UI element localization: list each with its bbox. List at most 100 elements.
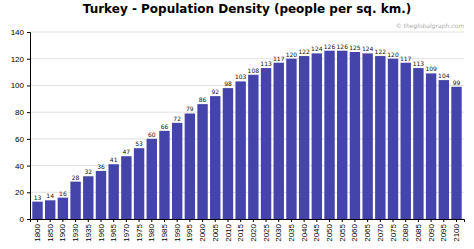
x-tick-mark (177, 219, 178, 222)
data-label: 14 (46, 192, 54, 199)
x-tick: 1980 (147, 219, 156, 242)
x-tick: 1965 (109, 219, 118, 242)
y-tick-label: 140 (11, 28, 25, 37)
x-tick: 2090 (427, 219, 436, 242)
x-tick-label: 1970 (122, 223, 131, 241)
x-tick-mark (431, 219, 432, 222)
plot: 0204060801001201401800185019001930193519… (11, 28, 465, 242)
x-tick: 1970 (122, 219, 131, 242)
data-label: 126 (337, 43, 349, 50)
bar (324, 51, 334, 219)
bar (58, 198, 68, 219)
bar (108, 164, 118, 219)
data-label: 86 (199, 96, 207, 103)
x-tick-mark (126, 219, 127, 222)
chart: 0204060801001201401800185019001930193519… (0, 0, 474, 249)
data-labels: 1314162832364147536066727986929810310811… (34, 43, 461, 201)
x-tick: 2010 (224, 219, 233, 242)
x-tick: 1995 (185, 219, 194, 242)
x-tick: 1990 (173, 219, 182, 242)
x-tick: 1975 (135, 219, 144, 242)
x-tick: 2040 (300, 219, 309, 242)
data-label: 103 (235, 73, 247, 80)
x-tick-mark (151, 219, 152, 222)
y-tick-mark (27, 32, 30, 33)
x-tick-mark (88, 219, 89, 222)
y-tick: 80 (15, 108, 30, 117)
x-tick: 2095 (439, 219, 448, 242)
x-tick-mark (278, 219, 279, 222)
bar (274, 63, 284, 219)
bar (235, 81, 245, 219)
x-tick: 2065 (363, 219, 372, 242)
x-tick-label: 1960 (97, 223, 106, 241)
y-tick-label: 80 (15, 108, 24, 117)
grid (30, 32, 464, 219)
y-tick-mark (27, 219, 30, 220)
x-tick-label: 1850 (46, 223, 55, 241)
bar (413, 68, 423, 219)
x-tick-label: 1985 (160, 223, 169, 241)
x-tick-label: 2010 (224, 223, 233, 241)
bar (388, 59, 398, 219)
x-tick-mark (113, 219, 114, 222)
x-tick-mark (215, 219, 216, 222)
x-tick: 1850 (46, 219, 55, 242)
bar (32, 202, 42, 219)
x-tick-label: 2060 (350, 223, 359, 241)
grid-line (30, 138, 464, 139)
y-tick-label: 120 (11, 55, 25, 64)
x-tick-label: 2005 (211, 223, 220, 241)
y-tick-mark (27, 166, 30, 167)
bar (426, 73, 436, 219)
x-tick: 2050 (325, 219, 334, 242)
x-tick-label: 1990 (173, 223, 182, 241)
x-tick-mark (75, 219, 76, 222)
x-tick-label: 1975 (135, 223, 144, 241)
x-tick-mark (62, 219, 63, 222)
x-tick-mark (164, 219, 165, 222)
x-tick-label: 2055 (338, 223, 347, 241)
x-tick-label: 2075 (389, 223, 398, 241)
data-label: 124 (362, 45, 374, 52)
bar (223, 88, 233, 219)
x-tick: 1985 (160, 219, 169, 242)
watermark: © theglobalgraph.com (396, 22, 464, 30)
y-tick-mark (27, 192, 30, 193)
data-label: 99 (453, 79, 461, 86)
grid-line (30, 192, 464, 193)
x-tick-label: 2100 (452, 223, 461, 241)
bar (439, 80, 449, 219)
x-tick: 2015 (236, 219, 245, 242)
x-tick: 1935 (84, 219, 93, 242)
x-tick-label: 1935 (84, 223, 93, 241)
x-tick: 2060 (350, 219, 359, 242)
y-axis-line (27, 33, 31, 220)
bar (159, 131, 169, 219)
x-tick: 2080 (401, 219, 410, 242)
data-label: 113 (413, 60, 425, 67)
data-label: 36 (97, 163, 105, 170)
bars (32, 51, 461, 219)
data-label: 79 (186, 105, 194, 112)
data-label: 122 (298, 48, 310, 55)
x-tick-mark (405, 219, 406, 222)
x-tick: 1900 (58, 219, 67, 242)
x-tick: 2005 (211, 219, 220, 242)
x-tick-label: 2040 (300, 223, 309, 241)
x-tick: 2075 (389, 219, 398, 242)
grid-line (30, 58, 464, 59)
bar (210, 96, 220, 219)
x-tick-label: 1965 (109, 223, 118, 241)
y-tick-mark (27, 139, 30, 140)
data-label: 72 (173, 115, 181, 122)
x-tick-mark (291, 219, 292, 222)
grid-line (30, 165, 464, 166)
x-tick-mark (37, 219, 38, 222)
data-label: 60 (148, 131, 156, 138)
title: Turkey - Population Density (people per … (83, 2, 411, 16)
data-label: 120 (286, 51, 298, 58)
data-label: 16 (59, 190, 67, 197)
data-label: 124 (311, 45, 323, 52)
bar (83, 176, 93, 219)
